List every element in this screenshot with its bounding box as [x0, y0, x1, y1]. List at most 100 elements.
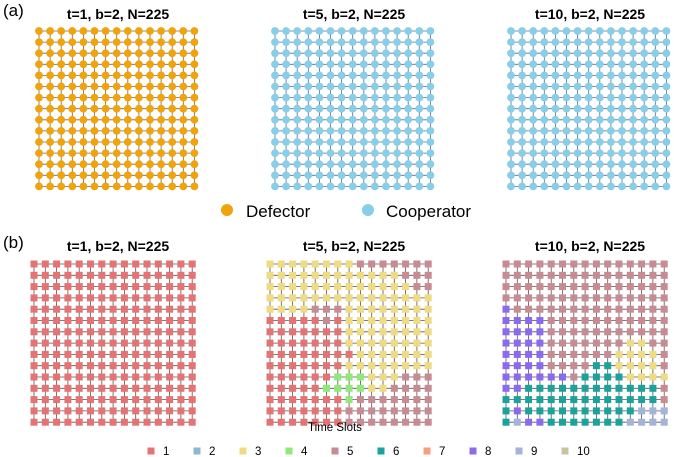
time-slot-5-node: [559, 283, 566, 291]
cooperator-node: [507, 71, 515, 80]
cooperator-node: [393, 160, 401, 169]
time-slot-3-node: [390, 350, 398, 358]
time-slot-5-node: [649, 317, 657, 324]
time-slot-5-node: [390, 384, 398, 392]
cooperator-node: [337, 27, 346, 35]
cooperator-node: [348, 182, 357, 191]
cooperator-node: [607, 60, 615, 69]
time-slot-5-node: [615, 283, 623, 291]
time-slot-6-node: [559, 407, 566, 415]
time-slot-6-node: [570, 418, 578, 426]
cooperator-node: [529, 115, 538, 124]
cooperator-node: [382, 60, 390, 69]
time-slot-3-node: [638, 339, 646, 347]
cooperator-node: [382, 38, 390, 46]
time-slot-6-node: [559, 418, 566, 426]
time-slot-1-node: [109, 294, 117, 302]
defector-node: [57, 149, 66, 158]
time-slot-3-node: [402, 350, 410, 358]
defector-node: [190, 27, 199, 35]
defector-node: [112, 93, 121, 102]
time-slot-5-node: [379, 407, 387, 415]
cooperator-legend-marker: [362, 204, 374, 216]
cooperator-node: [573, 182, 582, 191]
time-slot-1-node: [75, 407, 83, 415]
time-slot-3-node: [277, 305, 285, 313]
cooperator-node: [551, 93, 560, 102]
cooperator-node: [573, 60, 582, 69]
cooperator-node: [415, 104, 424, 113]
cooperator-node: [326, 82, 335, 91]
cooperator-node: [584, 182, 593, 191]
time-slot-5-node: [525, 294, 533, 302]
cooperator-node: [315, 138, 324, 146]
time-slot-1-node: [334, 396, 342, 404]
cooperator-node: [607, 160, 615, 169]
time-slot-6-node: [502, 396, 510, 404]
defector-node: [190, 49, 199, 58]
cooperator-node: [584, 49, 593, 58]
time-slot-5-legend-label: 5: [347, 446, 353, 457]
time-slot-6-node: [604, 418, 612, 426]
time-slot-1-node: [64, 373, 72, 381]
time-slot-1-node: [109, 305, 117, 313]
time-slot-3-node: [356, 317, 364, 324]
cooperator-node: [282, 160, 290, 169]
time-slot-1-node: [30, 294, 38, 302]
time-slot-5-node: [615, 305, 623, 313]
time-slot-6-node: [570, 384, 578, 392]
time-slot-9-legend-label: 9: [531, 446, 537, 457]
defector-node: [46, 126, 54, 135]
time-slot-1-node: [75, 305, 83, 313]
time-slot-6-node: [525, 384, 533, 392]
time-slot-3-node: [379, 339, 387, 347]
cooperator-node: [595, 93, 604, 102]
cooperator-node: [415, 138, 424, 146]
time-slot-1-node: [154, 283, 162, 291]
time-slot-5-node: [379, 396, 387, 404]
time-slot-3-node: [368, 362, 376, 370]
cooperator-node: [629, 60, 637, 69]
cooperator-node: [293, 71, 302, 80]
time-slot-5-node: [379, 260, 387, 268]
defector-node: [101, 138, 110, 146]
cooperator-node: [640, 171, 649, 180]
time-slot-1-node: [132, 271, 140, 279]
time-slot-1-node: [120, 328, 128, 336]
time-slot-5-node: [424, 283, 432, 291]
time-slot-8-node: [513, 317, 521, 324]
defector-node: [190, 160, 199, 169]
defector-node: [190, 126, 199, 135]
cooperator-node: [618, 38, 626, 46]
defector-node: [157, 149, 166, 158]
time-slot-3-node: [345, 305, 353, 313]
time-slot-5-node: [592, 283, 600, 291]
cooperator-node: [640, 27, 649, 35]
time-slot-5-node: [513, 260, 521, 268]
time-slot-1-node: [323, 339, 330, 347]
time-slot-1-node: [143, 418, 151, 426]
time-slot-1-node: [98, 283, 106, 291]
time-slot-5-node: [649, 283, 657, 291]
time-slot-8-node: [502, 305, 510, 313]
time-slot-3-node: [390, 362, 398, 370]
time-slot-3-node: [402, 305, 410, 313]
cooperator-node: [415, 160, 424, 169]
defector-node: [35, 71, 43, 80]
time-slot-3-node: [345, 294, 353, 302]
cooperator-node: [404, 27, 413, 35]
defector-node: [79, 115, 88, 124]
cooperator-node: [584, 171, 593, 180]
cooperator-node: [337, 82, 346, 91]
cooperator-node: [415, 93, 424, 102]
time-slot-3-node: [615, 362, 623, 370]
cooperator-node: [415, 71, 424, 80]
cooperator-node: [326, 27, 335, 35]
defector-node: [146, 27, 154, 35]
cooperator-node: [507, 149, 515, 158]
time-slot-6-node: [502, 407, 510, 415]
time-slot-1-node: [64, 305, 72, 313]
cooperator-node: [518, 49, 526, 58]
cooperator-node: [518, 160, 526, 169]
time-slot-6-node: [592, 418, 600, 426]
